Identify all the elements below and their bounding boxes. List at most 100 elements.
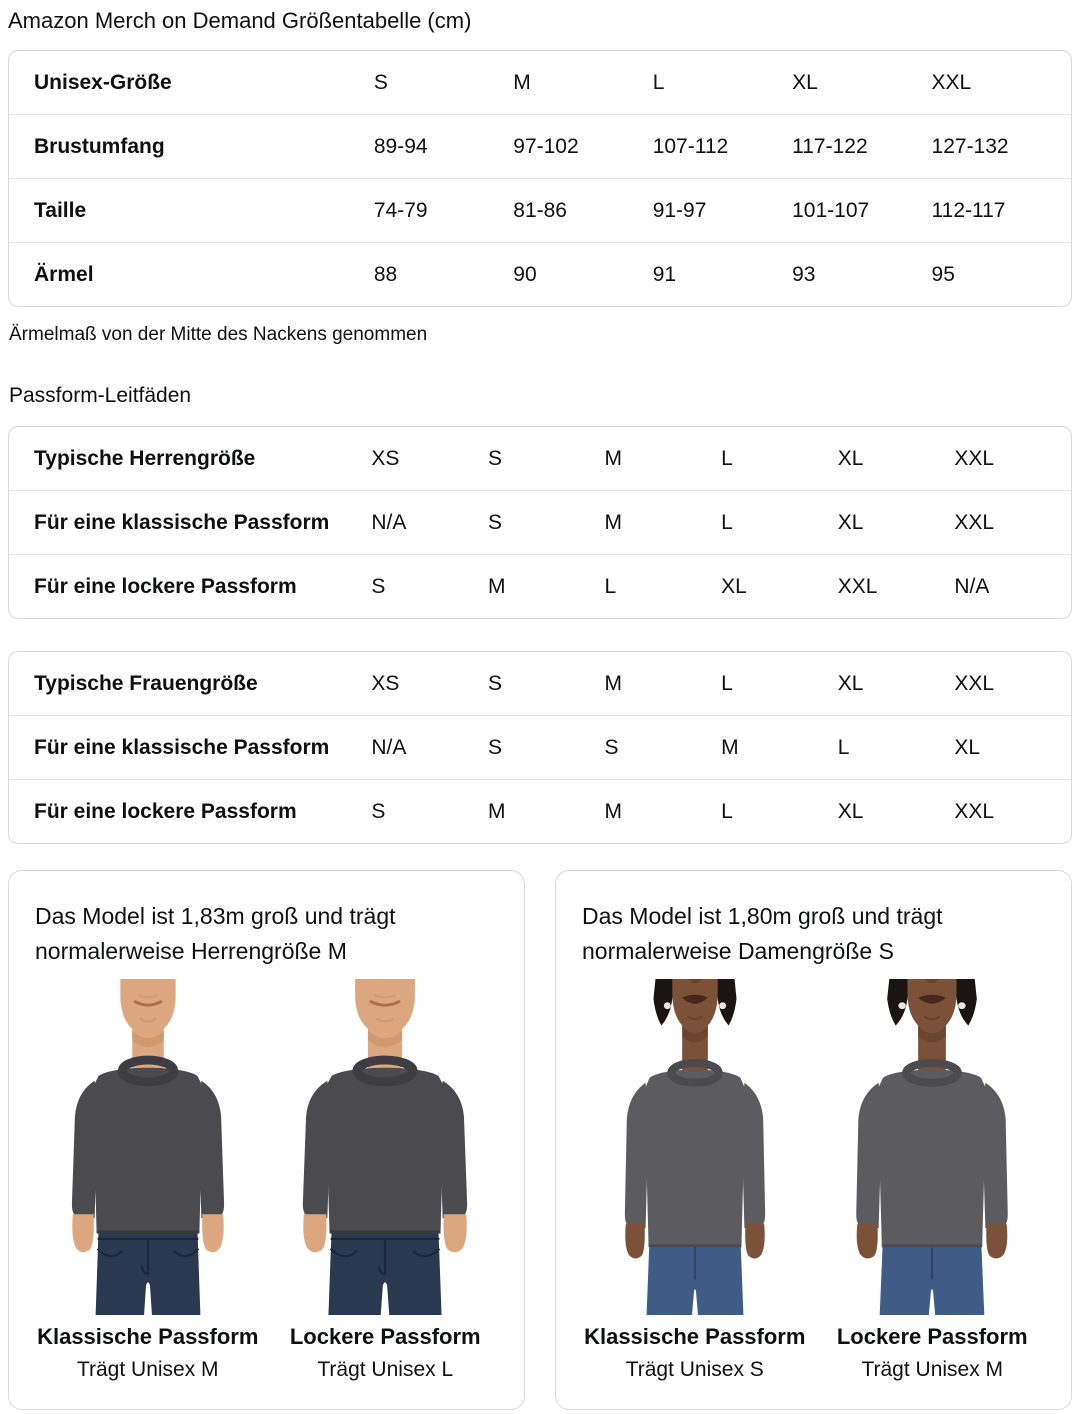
size-value: 91-97 [652,178,793,242]
figure-loose-fit: Lockere Passform Trägt Unisex L [267,979,505,1383]
size-value: N/A [371,715,488,779]
row-label: Typische Herrengröße [34,446,256,470]
size-value: N/A [371,490,488,554]
page-title: Amazon Merch on Demand Größentabelle (cm… [8,8,472,33]
size-value: S [604,715,722,779]
female-model-classic-photo [596,979,794,1315]
size-value: 91 [652,242,793,306]
row-label: Für eine lockere Passform [9,779,372,843]
size-value: XXL [837,554,955,618]
column-header: XXL [954,671,995,695]
male-model-card: Das Model ist 1,83m groß und trägt norma… [8,870,525,1410]
model-description: Das Model ist 1,83m groß und trägt norma… [35,903,396,964]
size-value: N/A [954,554,1071,618]
column-header: S [487,671,502,695]
unisex-size-table: Unisex-Größe S M L XL XXL Brustumfang 89… [8,50,1072,307]
female-model-card: Das Model ist 1,80m groß und trägt norma… [555,870,1072,1410]
size-value: S [487,715,605,779]
size-value: L [604,554,722,618]
size-value: 74-79 [373,178,514,242]
table-row: Ärmel 88 90 91 93 95 [9,242,1071,306]
column-header: XXL [931,70,972,94]
size-value: XXL [954,490,1071,554]
size-worn-label: Trägt Unisex M [861,1358,1004,1381]
table-row: Für eine lockere Passform S M L XL XXL N… [9,554,1071,618]
size-worn-label: Trägt Unisex L [317,1358,454,1381]
size-value: M [721,715,838,779]
row-label: Ärmel [9,242,374,306]
column-header: S [373,70,388,94]
size-value: M [487,554,605,618]
size-value: XL [837,779,955,843]
figure-classic-fit: Klassische Passform Trägt Unisex S [576,979,814,1383]
figures-row: Klassische Passform Trägt Unisex M Locke… [29,979,504,1383]
size-value: 88 [373,242,514,306]
size-value: 95 [931,242,1071,306]
column-header: XS [371,671,400,695]
size-value: S [371,554,488,618]
size-value: XL [837,490,955,554]
column-header: XL [837,671,864,695]
row-label: Brustumfang [9,114,374,178]
model-description: Das Model ist 1,80m groß und trägt norma… [582,903,943,964]
size-chart-page: Amazon Merch on Demand Größentabelle (cm… [0,8,1080,1414]
size-value: S [371,779,488,843]
size-value: 89-94 [373,114,514,178]
row-label: Taille [9,178,374,242]
size-value: XL [721,554,838,618]
model-cards: Das Model ist 1,83m groß und trägt norma… [8,870,1072,1410]
size-value: L [837,715,955,779]
column-header: M [604,671,623,695]
size-value: XXL [954,779,1071,843]
size-value: 97-102 [513,114,653,178]
womens-fit-table: Typische Frauengröße XS S M L XL XXL Für… [8,651,1072,844]
column-header: L [652,70,665,94]
row-label: Unisex-Größe [34,70,172,94]
fit-label: Lockere Passform [836,1324,1028,1349]
size-value: M [604,779,722,843]
size-value: M [604,490,722,554]
size-value: M [487,779,605,843]
size-value: XL [954,715,1071,779]
size-value: L [721,490,838,554]
table-row: Brustumfang 89-94 97-102 107-112 117-122… [9,114,1071,178]
size-worn-label: Trägt Unisex M [76,1358,219,1381]
column-header: M [513,70,531,94]
mens-fit-table: Typische Herrengröße XS S M L XL XXL Für… [8,426,1072,619]
size-value: 90 [513,242,653,306]
fit-label: Klassische Passform [584,1324,806,1349]
table-row: Für eine klassische Passform N/A S M L X… [9,490,1071,554]
table-header-row: Unisex-Größe S M L XL XXL [9,51,1071,114]
column-header: L [721,671,733,695]
size-value: 112-117 [931,178,1071,242]
row-label: Für eine lockere Passform [9,554,372,618]
female-model-loose-photo [833,979,1031,1315]
row-label: Für eine klassische Passform [9,490,372,554]
row-label: Typische Frauengröße [34,671,258,695]
column-header: XS [371,446,400,470]
fit-label: Klassische Passform [37,1324,259,1349]
size-value: S [487,490,605,554]
size-value: 81-86 [513,178,653,242]
size-value: 101-107 [792,178,932,242]
size-value: 93 [792,242,932,306]
size-value: 127-132 [931,114,1071,178]
sleeve-measure-note: Ärmelmaß von der Mitte des Nackens genom… [9,324,428,345]
table-row: Für eine lockere Passform S M M L XL XXL [9,779,1071,843]
male-model-classic-photo [49,979,247,1315]
figure-loose-fit: Lockere Passform Trägt Unisex M [814,979,1052,1383]
column-header: L [721,446,733,470]
column-header: M [604,446,623,470]
column-header: S [487,446,502,470]
column-header: XL [837,446,864,470]
table-row: Für eine klassische Passform N/A S S M L… [9,715,1071,779]
size-value: 117-122 [792,114,932,178]
table-header-row: Typische Herrengröße XS S M L XL XXL [9,427,1071,490]
size-worn-label: Trägt Unisex S [625,1358,764,1381]
table-header-row: Typische Frauengröße XS S M L XL XXL [9,652,1071,715]
fit-guides-heading: Passform-Leitfäden [9,384,192,407]
column-header: XXL [954,446,995,470]
size-value: 107-112 [652,114,793,178]
figure-classic-fit: Klassische Passform Trägt Unisex M [29,979,267,1383]
size-value: L [721,779,838,843]
